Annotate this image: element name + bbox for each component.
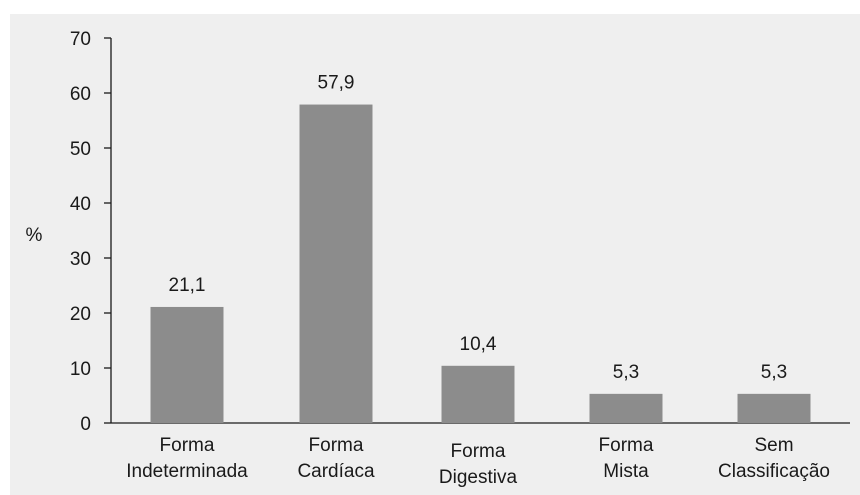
category-label: Forma — [451, 441, 506, 462]
data-label: 5,3 — [761, 362, 787, 383]
bar — [441, 365, 515, 423]
y-axis: 0 10 20 30 40 50 60 70 — [70, 29, 112, 435]
y-tick-label: 20 — [70, 304, 91, 325]
y-tick-label: 10 — [70, 359, 91, 380]
category-label: Sem — [754, 435, 793, 456]
data-label: 21,1 — [169, 275, 206, 296]
data-labels: 21,1 57,9 10,4 5,3 5,3 — [169, 73, 788, 383]
data-label: 57,9 — [318, 73, 355, 94]
category-label: Digestiva — [439, 467, 518, 488]
category-label: Mista — [603, 461, 649, 482]
category-label: Forma — [309, 435, 364, 456]
bar — [299, 104, 373, 424]
bar — [150, 306, 224, 423]
data-label: 5,3 — [613, 362, 639, 383]
category-labels: Forma Indeterminada Forma Cardíaca Forma Dige… — [126, 435, 830, 488]
y-tick-label: 70 — [70, 29, 91, 50]
category-label: Classificação — [718, 461, 830, 482]
bar — [589, 393, 663, 423]
category-label: Indeterminada — [126, 461, 248, 482]
y-tick-label: 30 — [70, 249, 91, 270]
category-label: Forma — [160, 435, 215, 456]
category-label: Cardíaca — [297, 461, 375, 482]
bar — [737, 393, 811, 423]
y-tick-label: 40 — [70, 194, 91, 215]
data-label: 10,4 — [460, 334, 497, 355]
category-label: Forma — [599, 435, 654, 456]
y-tick-label: 0 — [80, 414, 91, 435]
y-axis-title: % — [26, 225, 43, 246]
bars — [150, 104, 811, 424]
y-tick-label: 60 — [70, 84, 91, 105]
y-tick-label: 50 — [70, 139, 91, 160]
